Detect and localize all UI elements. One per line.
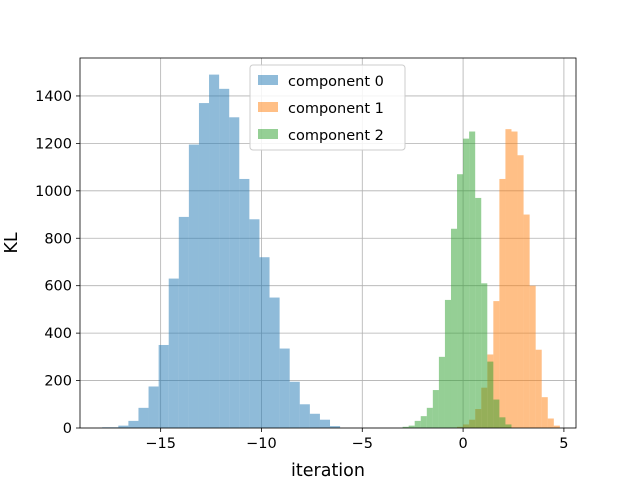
histogram-bar: [402, 426, 409, 428]
histogram-bar: [249, 219, 260, 428]
histogram-bar: [299, 404, 310, 428]
histogram-bar: [414, 420, 421, 428]
histogram-bar: [553, 425, 560, 428]
histogram-bar: [493, 301, 500, 428]
histogram-bar: [269, 297, 280, 428]
y-tick-label: 0: [63, 421, 72, 437]
histogram-bar: [209, 74, 220, 428]
histogram-bar: [408, 425, 415, 428]
histogram-bar: [309, 413, 320, 428]
histogram-bar: [505, 129, 512, 428]
histogram-bar: [493, 399, 500, 428]
histogram-bar: [118, 425, 129, 428]
legend-swatch: [258, 129, 278, 139]
histogram-bar: [463, 138, 470, 428]
y-tick-label: 200: [44, 374, 72, 390]
y-tick-label: 600: [44, 279, 72, 295]
x-tick-label: 5: [559, 436, 568, 452]
y-axis-label: KL: [2, 232, 22, 253]
x-axis-label: iteration: [291, 461, 365, 480]
legend-swatch: [258, 102, 278, 112]
histogram-bar: [523, 214, 530, 428]
histogram-bar: [487, 361, 494, 428]
legend-swatch: [258, 75, 278, 85]
legend: component 0 component 1 component 2: [249, 64, 406, 151]
histogram-bar: [481, 283, 488, 428]
histogram-bar: [547, 418, 554, 428]
histogram-bar: [229, 117, 240, 429]
y-tick-label: 1400: [35, 89, 72, 105]
histogram-bar: [128, 420, 139, 428]
histogram-bar: [219, 88, 230, 428]
histogram-bar: [420, 416, 427, 428]
histogram-bar: [511, 131, 518, 428]
histogram-bar: [469, 131, 476, 428]
histogram-bar: [529, 285, 536, 428]
histogram-bar: [330, 426, 341, 428]
legend-box: [249, 64, 406, 151]
series-2-bars: [402, 131, 512, 428]
y-tick-label: 400: [44, 326, 72, 342]
histogram-bar: [148, 386, 159, 428]
histogram-bar: [535, 349, 542, 428]
histogram-bar: [188, 144, 199, 429]
x-tick-label: −15: [145, 436, 176, 452]
axis-ticks: −15 −10 −5 0 5 0 200 400 600 800 1000 1200 1400: [35, 89, 568, 452]
histogram-bar: [438, 356, 445, 428]
histogram-bar: [158, 344, 169, 428]
x-tick-label: −5: [352, 436, 373, 452]
plot-frame: [79, 57, 577, 429]
histogram-bar: [444, 299, 451, 428]
histogram-bar: [138, 407, 149, 428]
histogram-bar: [505, 424, 512, 428]
histogram-bar: [178, 216, 189, 428]
histogram-bar: [541, 397, 548, 428]
x-tick-label: 0: [458, 436, 467, 452]
x-tick-label: −10: [246, 436, 277, 452]
histogram-bar: [517, 155, 524, 428]
legend-label: component 0: [288, 74, 384, 90]
histogram-bar: [450, 228, 458, 428]
y-tick-label: 1200: [35, 136, 72, 152]
histogram-bars: [102, 74, 560, 429]
histogram-bar: [499, 417, 506, 428]
histogram-bar: [499, 178, 506, 428]
histogram-bar: [319, 419, 331, 428]
histogram-bar: [289, 381, 300, 428]
histogram-bar: [426, 407, 433, 428]
legend-label: component 2: [288, 128, 384, 144]
histogram-bar: [475, 197, 482, 428]
histogram-bar: [259, 257, 270, 428]
legend-label: component 1: [288, 101, 384, 117]
histogram-bar: [457, 174, 464, 428]
histogram-bar: [279, 348, 290, 428]
histogram-bar: [168, 278, 179, 428]
histogram-bar: [198, 103, 210, 429]
histogram-bar: [239, 178, 250, 428]
series-0-bars: [102, 74, 341, 429]
y-tick-label: 1000: [35, 184, 72, 200]
y-tick-label: 800: [44, 231, 72, 247]
histogram-bar: [432, 390, 439, 428]
